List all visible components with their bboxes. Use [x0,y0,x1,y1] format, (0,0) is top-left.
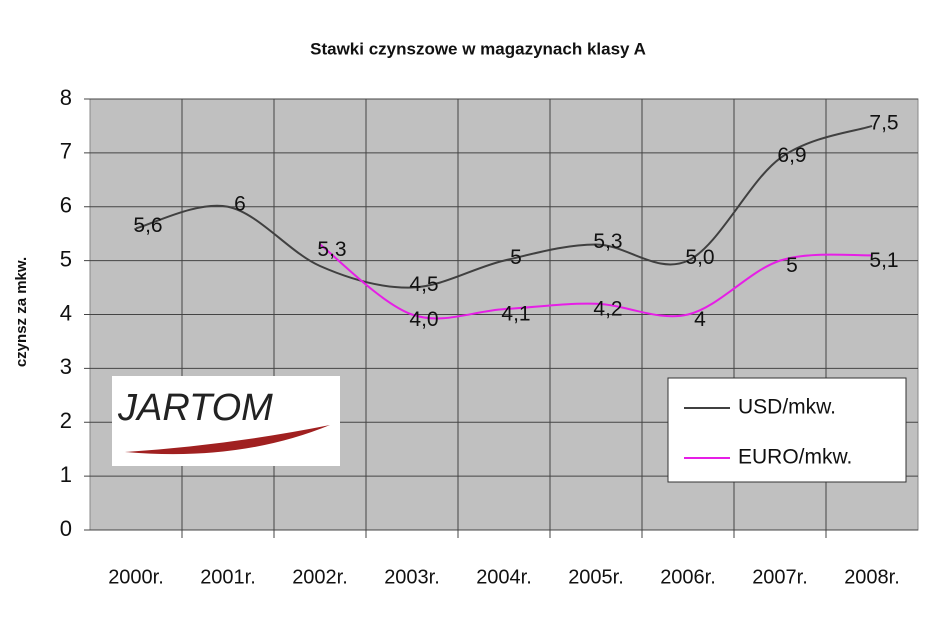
series-line [319,243,873,320]
y-tick-label: 5 [60,246,72,271]
data-label: 4 [694,308,706,331]
x-tick-label: 2008r. [844,566,900,588]
x-tick-label: 2007r. [752,566,808,588]
data-label: 4,0 [409,308,438,331]
x-tick-label: 2004r. [476,566,532,588]
logo-text: JARTOM [117,387,273,429]
legend: USD/mkw. EURO/mkw. [667,377,907,483]
y-tick-label: 8 [60,85,72,110]
y-tick-label: 4 [60,300,72,325]
legend-label: EURO/mkw. [738,446,852,469]
y-tick-label: 1 [60,462,72,487]
data-label: 5,3 [317,238,346,261]
series-line [135,124,873,289]
y-tick-label: 3 [60,354,72,379]
x-tick-label: 2005r. [568,566,624,588]
data-label: 5,0 [685,246,714,269]
y-axis-label: czynsz za mkw. [13,257,30,367]
y-tick-label: 0 [60,516,72,541]
y-tick-label: 7 [60,139,72,164]
logo-swoosh [125,425,330,455]
data-label: 7,5 [869,111,898,134]
x-tick-label: 2006r. [660,566,716,588]
legend-label: USD/mkw. [738,396,836,419]
data-label: 5,6 [133,214,162,237]
x-tick-label: 2003r. [384,566,440,588]
data-label: 4,1 [501,303,530,326]
x-tick-label: 2001r. [200,566,256,588]
data-label: 5,3 [593,230,622,253]
data-label: 5 [510,246,522,269]
x-tick-label: 2002r. [292,566,348,588]
y-tick-label: 6 [60,193,72,218]
data-label: 4,5 [409,273,438,296]
data-label: 4,2 [593,297,622,320]
chart-title: Stawki czynszowe w magazynach klasy A [310,39,646,58]
data-label: 5 [786,254,798,277]
data-label: 5,1 [869,249,898,272]
x-tick-label: 2000r. [108,566,164,588]
data-label: 6,9 [777,144,806,167]
legend-box [667,377,907,483]
data-label: 6 [234,192,246,215]
y-tick-label: 2 [60,408,72,433]
